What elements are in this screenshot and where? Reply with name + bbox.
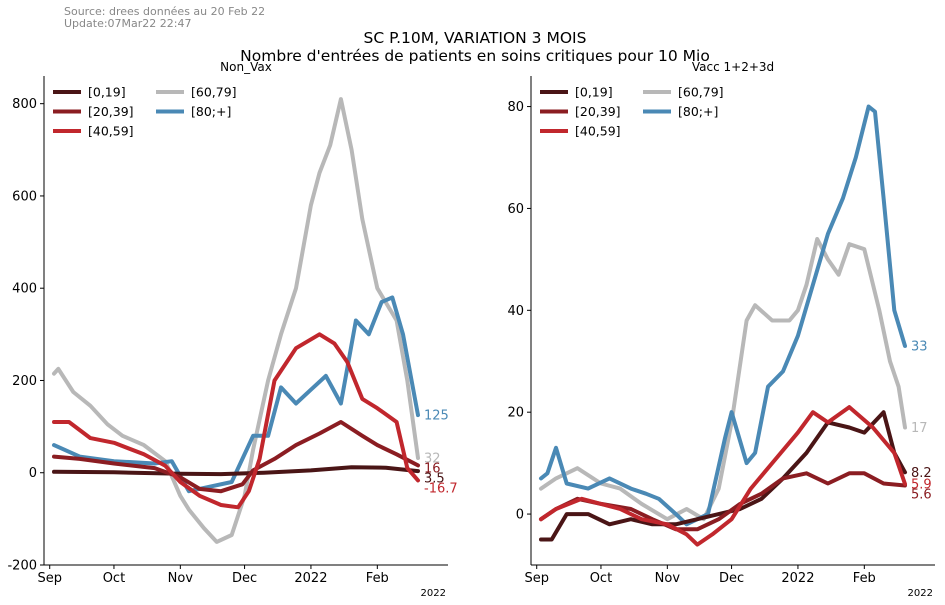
x-tick-label: Feb <box>853 571 876 586</box>
y-tick: 600 <box>12 189 44 204</box>
x-tick-label: Sep <box>524 571 549 586</box>
x-tick-label: 2022 <box>294 571 327 586</box>
x-tick-label: Dec <box>719 571 744 586</box>
series-line--80-+- <box>539 104 907 527</box>
y-tick-label: 20 <box>507 406 524 421</box>
series-end-label: 33 <box>911 339 928 354</box>
x-tick-label: Nov <box>655 571 681 586</box>
x-tick: Sep <box>37 565 62 586</box>
legend-item: [60,79] <box>156 85 237 100</box>
legend-label: [40,59] <box>88 124 134 139</box>
x-tick-label: Oct <box>103 571 125 586</box>
x-tick: 2022 <box>781 565 814 586</box>
legend-label: [60,79] <box>678 85 724 100</box>
y-tick: -200 <box>7 559 44 574</box>
y-tick-label: 0 <box>516 508 524 523</box>
legend-label: [60,79] <box>191 85 237 100</box>
y-tick-label: 800 <box>12 97 37 112</box>
y-tick: 200 <box>12 374 44 389</box>
x-tick-label: Oct <box>590 571 612 586</box>
legend-item: [20,39] <box>53 104 134 119</box>
x-tick: Oct <box>103 565 125 586</box>
y-tick-label: 600 <box>12 189 37 204</box>
series-end-label: 8.2 <box>911 466 932 481</box>
legend-label: [0,19] <box>575 85 613 100</box>
panel-non-vax: Non_Vax -200 0 200 400 600 800 Sep Oct Nov Dec 2022… <box>7 60 457 599</box>
series-end-label: 125 <box>424 409 449 424</box>
source-text: Source: drees données au 20 Feb 22 <box>64 5 265 18</box>
series-line--0-19- <box>52 465 420 477</box>
legend-item: [0,19] <box>540 85 613 100</box>
x-tick: Dec <box>719 565 744 586</box>
series-end-label: 16 <box>424 461 441 476</box>
series-end-label: 3.5 <box>424 471 445 486</box>
y-tick-label: -200 <box>7 559 37 574</box>
x-offset-label: 2022 <box>908 588 933 599</box>
x-tick: Nov <box>655 565 681 586</box>
legend: [0,19] [20,39] [40,59] [60,79] [80;+] <box>53 85 237 139</box>
y-tick: 400 <box>12 282 44 297</box>
legend-item: [80;+] <box>156 104 231 119</box>
legend-item: [40,59] <box>53 124 134 139</box>
y-tick-label: 200 <box>12 374 37 389</box>
legend-item: [80;+] <box>643 104 718 119</box>
y-tick-label: 60 <box>507 202 524 217</box>
y-tick: 20 <box>507 406 531 421</box>
legend-label: [20,39] <box>575 104 621 119</box>
legend: [0,19] [20,39] [40,59] [60,79] [80;+] <box>540 85 724 139</box>
y-tick: 60 <box>507 202 531 217</box>
panel-title: Vacc 1+2+3d <box>692 60 774 74</box>
series-end-label: 5.9 <box>911 478 932 493</box>
x-tick: Feb <box>366 565 389 586</box>
series-end-label: -16.7 <box>424 481 458 496</box>
series-end-label: 17 <box>911 421 928 436</box>
x-tick: Sep <box>524 565 549 586</box>
legend-label: [80;+] <box>678 104 718 119</box>
x-tick: Dec <box>232 565 257 586</box>
series-line--40-59- <box>539 405 907 547</box>
y-tick: 0 <box>516 508 531 523</box>
legend-label: [80;+] <box>191 104 231 119</box>
series-line--60-79- <box>539 237 907 522</box>
x-tick-label: Dec <box>232 571 257 586</box>
x-tick: Oct <box>590 565 612 586</box>
legend-item: [20,39] <box>540 104 621 119</box>
chart-suptitle: SC P.10M, VARIATION 3 MOIS <box>364 29 587 47</box>
x-tick-label: Nov <box>168 571 194 586</box>
x-tick-label: Feb <box>366 571 389 586</box>
x-tick: Feb <box>853 565 876 586</box>
series-line--40-59- <box>52 332 420 510</box>
legend-label: [20,39] <box>88 104 134 119</box>
panel-vaccinated: Vacc 1+2+3d 0 20 40 60 80 Sep Oct Nov Dec 2022 Feb 2… <box>507 60 935 599</box>
update-text: Update:07Mar22 22:47 <box>64 17 192 30</box>
y-tick-label: 40 <box>507 304 524 319</box>
x-tick: 2022 <box>294 565 327 586</box>
legend-label: [40,59] <box>575 124 621 139</box>
series-end-label: 32 <box>424 451 441 466</box>
x-tick-label: Sep <box>37 571 62 586</box>
x-tick: Nov <box>168 565 194 586</box>
legend-item: [60,79] <box>643 85 724 100</box>
y-tick: 800 <box>12 97 44 112</box>
x-tick-label: 2022 <box>781 571 814 586</box>
legend-item: [0,19] <box>53 85 126 100</box>
y-tick-label: 0 <box>29 466 37 481</box>
series-end-label: 5.6 <box>911 488 932 503</box>
series-line--20-39- <box>52 420 420 494</box>
panel-title: Non_Vax <box>220 60 272 74</box>
legend-item: [40,59] <box>540 124 621 139</box>
chart-subtitle: Nombre d'entrées de patients en soins cr… <box>240 47 710 65</box>
legend-label: [0,19] <box>88 85 126 100</box>
y-tick: 80 <box>507 100 531 115</box>
y-tick-label: 80 <box>507 100 524 115</box>
y-tick: 0 <box>29 466 44 481</box>
y-tick: 40 <box>507 304 531 319</box>
x-offset-label: 2022 <box>421 588 446 599</box>
y-tick-label: 400 <box>12 282 37 297</box>
